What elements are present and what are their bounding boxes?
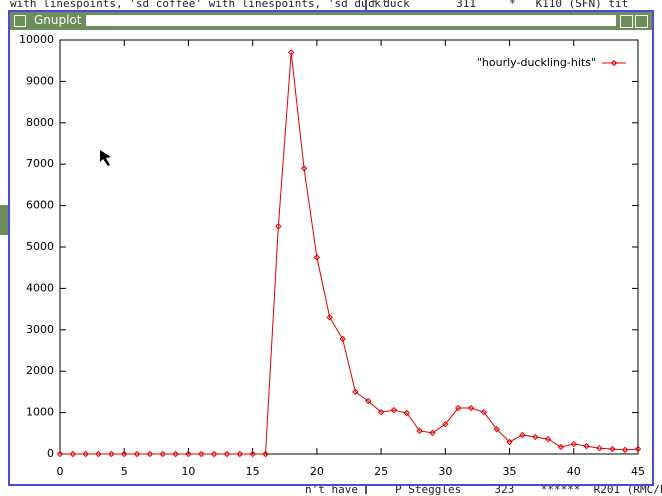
data-point [429, 429, 436, 437]
data-point [403, 409, 411, 417]
x-tick-label: 0 [57, 465, 64, 478]
data-point [198, 450, 205, 458]
data-point [249, 450, 256, 458]
data-point [480, 408, 488, 416]
data-point [467, 404, 475, 412]
x-tick-label: 20 [310, 465, 324, 478]
mouse-cursor [100, 150, 111, 166]
x-tick-label: 45 [631, 465, 645, 478]
data-point [557, 443, 565, 451]
data-point [223, 450, 231, 458]
data-point [454, 404, 462, 412]
data-point [506, 438, 513, 446]
data-point [352, 388, 359, 396]
x-tick-label: 25 [374, 465, 388, 478]
x-tick-label: 10 [181, 465, 195, 478]
data-point [493, 425, 500, 433]
x-tick-label: 30 [438, 465, 452, 478]
y-tick-label: 8000 [26, 116, 54, 129]
data-point [544, 435, 552, 443]
y-tick-label: 4000 [26, 281, 54, 294]
window-title: Gnuplot [34, 13, 82, 27]
iconify-button[interactable] [620, 15, 633, 28]
menu-button[interactable] [14, 15, 26, 27]
data-point [621, 446, 629, 454]
data-point [609, 445, 616, 453]
data-point [519, 431, 526, 439]
data-point [275, 223, 282, 230]
data-point [159, 450, 166, 458]
terminal-text: n't have [305, 483, 358, 496]
data-point [339, 335, 346, 343]
y-tick-label: 5000 [26, 240, 54, 253]
data-point [377, 408, 385, 416]
x-tick-label: 40 [567, 465, 581, 478]
data-point [56, 450, 64, 458]
y-tick-label: 10000 [19, 33, 54, 46]
terminal-text: f duck 311 * K110 (SFN) tit [370, 0, 629, 10]
data-point [82, 450, 89, 458]
plot-border [59, 39, 639, 455]
data-point [95, 450, 102, 458]
data-point [634, 445, 642, 453]
gnuplot-window[interactable]: Gnuplot [8, 10, 654, 486]
data-point [326, 314, 333, 321]
legend-label: "hourly-duckling-hits" [477, 56, 596, 69]
data-point [210, 450, 218, 458]
title-fill [86, 15, 616, 26]
title-bar[interactable]: Gnuplot [10, 12, 652, 30]
y-tick-label: 9000 [26, 74, 54, 87]
data-point [365, 397, 372, 405]
maximize-button[interactable] [635, 15, 648, 28]
x-tick-label: 15 [246, 465, 260, 478]
y-tick-label: 3000 [26, 323, 54, 336]
data-point [121, 450, 128, 458]
data-point [146, 450, 154, 458]
y-tick-label: 2000 [26, 364, 54, 377]
data-point [236, 450, 244, 458]
y-tick-label: 0 [47, 447, 54, 460]
data-point [416, 427, 423, 435]
data-point [583, 442, 590, 450]
data-point [262, 450, 269, 458]
y-tick-label: 1000 [26, 406, 54, 419]
terminal-text: P Steggles 323 ****** R201 (RMC/PRF/ [395, 483, 662, 496]
data-point [172, 450, 179, 458]
series-line [60, 52, 639, 455]
data-point [442, 420, 449, 428]
data-point [185, 450, 192, 458]
terminal-text: with linespoints, 'sd coffee' with lines… [10, 0, 388, 10]
terminal-highlight [0, 205, 9, 235]
data-point [133, 450, 141, 458]
x-tick-label: 5 [121, 465, 128, 478]
data-point [300, 165, 308, 172]
y-tick-label: 6000 [26, 199, 54, 212]
data-point [570, 440, 577, 448]
data-point [287, 49, 295, 56]
x-tick-label: 35 [503, 465, 517, 478]
data-point [108, 450, 115, 458]
data-point [69, 450, 77, 458]
data-point [532, 433, 539, 441]
data-point [596, 444, 603, 452]
data-point [313, 254, 321, 261]
data-point [390, 406, 398, 414]
y-tick-label: 7000 [26, 157, 54, 170]
legend-marker [610, 59, 618, 67]
